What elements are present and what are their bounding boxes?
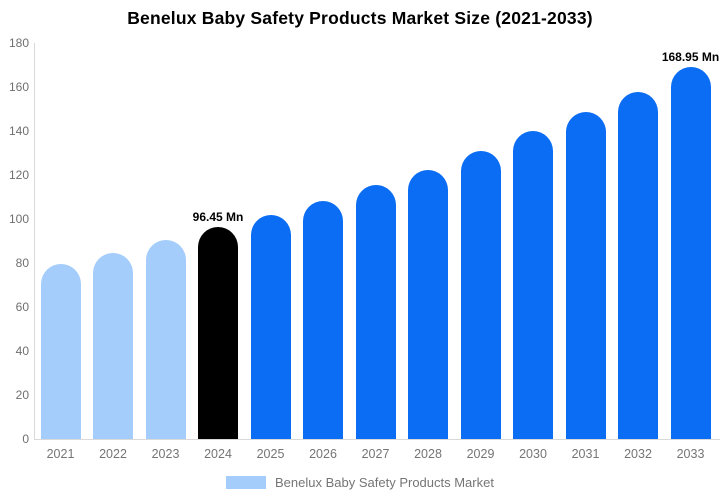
y-axis-tick-label-180: 180 xyxy=(8,36,29,50)
bar-2027[interactable] xyxy=(355,184,396,439)
bar-2021[interactable] xyxy=(40,264,81,439)
bar-2033[interactable] xyxy=(670,67,711,439)
x-axis-tick-label-2026: 2026 xyxy=(309,447,337,461)
value-label-2024: 96.45 Mn xyxy=(192,209,244,224)
x-axis-line xyxy=(34,439,720,440)
x-axis-tick-label-2025: 2025 xyxy=(256,447,285,461)
bar-2023[interactable] xyxy=(145,240,186,439)
bar-2029[interactable] xyxy=(460,150,501,439)
x-axis-tick-label-2031: 2031 xyxy=(571,447,600,461)
bar-2025[interactable] xyxy=(250,214,291,439)
bar-2026[interactable] xyxy=(303,200,343,439)
y-axis-tick-label-60: 60 xyxy=(15,300,29,314)
x-axis-tick-label-2024: 2024 xyxy=(204,447,232,461)
y-axis-tick-label-140: 140 xyxy=(8,124,29,138)
bar-2030[interactable] xyxy=(513,131,553,439)
y-axis-tick-label-0: 0 xyxy=(22,432,29,446)
chart-title: Benelux Baby Safety Products Market Size… xyxy=(127,8,593,28)
y-axis-line xyxy=(34,43,35,439)
bar-2022[interactable] xyxy=(93,252,133,439)
y-axis-tick-label-100: 100 xyxy=(8,212,29,226)
value-label-2033: 168.95 Mn xyxy=(661,50,720,65)
y-axis-tick-label-20: 20 xyxy=(15,388,29,402)
y-axis-tick-label-40: 40 xyxy=(15,344,29,358)
legend-item-benelux-baby-safety-products-market[interactable]: Benelux Baby Safety Products Market xyxy=(226,475,494,490)
bar-2031[interactable] xyxy=(565,112,606,439)
bar-2028[interactable] xyxy=(408,169,448,439)
x-axis-tick-label-2030: 2030 xyxy=(519,447,547,461)
x-axis-tick-label-2028: 2028 xyxy=(414,447,442,461)
bar-2032[interactable] xyxy=(618,92,658,439)
y-axis-tick-label-120: 120 xyxy=(8,168,29,182)
legend-swatch xyxy=(226,476,267,489)
x-axis-tick-label-2023: 2023 xyxy=(151,447,180,461)
legend: Benelux Baby Safety Products Market xyxy=(0,475,720,490)
x-axis-tick-label-2021: 2021 xyxy=(46,447,75,461)
legend-label: Benelux Baby Safety Products Market xyxy=(275,475,494,490)
y-axis-tick-label-160: 160 xyxy=(8,80,29,94)
bar-2024[interactable] xyxy=(198,226,238,439)
x-axis-tick-label-2033: 2033 xyxy=(676,447,705,461)
x-axis-tick-label-2029: 2029 xyxy=(466,447,495,461)
y-axis-tick-label-80: 80 xyxy=(15,256,29,270)
x-axis-tick-label-2022: 2022 xyxy=(99,447,127,461)
x-axis-tick-label-2027: 2027 xyxy=(361,447,390,461)
x-axis-tick-label-2032: 2032 xyxy=(624,447,652,461)
